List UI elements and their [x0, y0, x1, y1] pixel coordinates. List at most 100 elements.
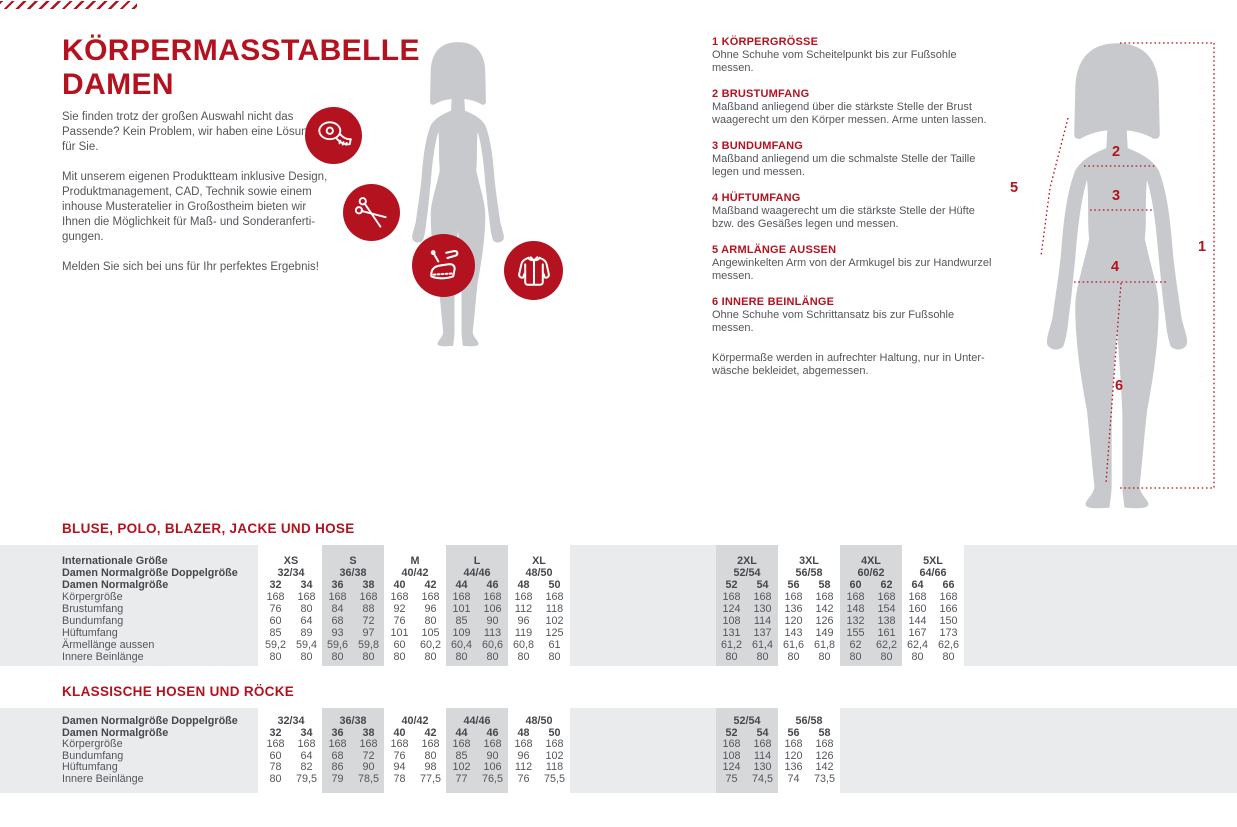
column-shade-L	[446, 545, 508, 666]
table-cell: 124	[722, 761, 741, 773]
table-cell: 118	[545, 761, 564, 773]
table-cell: 60	[393, 638, 406, 651]
table-cell: 96	[517, 749, 530, 762]
table-cell: 142	[815, 761, 834, 773]
measure-instruction: 6 INNERE BEINLÄNGE Ohne Schuhe vom Schrit…	[712, 296, 997, 335]
table-cell: 80	[548, 650, 561, 663]
table-cell: 93	[331, 626, 344, 639]
table-cell: 36	[331, 726, 344, 739]
table-cell: 97	[362, 626, 375, 639]
table-cell: 52/54	[733, 566, 761, 579]
table-cell: 75	[725, 772, 738, 785]
table-cell: 61,2	[720, 638, 742, 651]
table-cell: 168	[328, 738, 347, 750]
table-cell: 34	[300, 578, 313, 591]
column-shade-S	[322, 545, 384, 666]
intro-paragraph: Sie finden trotz der großen Auswahl nich…	[62, 111, 314, 153]
column-shade-2XL	[716, 545, 778, 666]
table-cell: 74,5	[751, 772, 773, 785]
table-cell: 106	[483, 602, 502, 615]
table-row-label: Innere Beinlänge	[62, 772, 144, 785]
table-cell: 168	[815, 590, 834, 603]
table-cell: 168	[452, 738, 471, 750]
table-cell: 92	[393, 602, 406, 615]
table-row: Damen Normalgröße 32 34 36 38 40 42 44 46 48 50 52 5…	[0, 726, 1237, 740]
table2-title: KLASSISCHE HOSEN UND RÖCKE	[62, 684, 295, 699]
hazard-stripes-decoration	[0, 1, 137, 9]
table-row-label: Damen Normalgröße	[62, 726, 169, 739]
table-cell: 75,5	[543, 772, 565, 785]
instruction-text: Ohne Schuhe vom Scheitelpunkt bis zur Fu…	[712, 49, 957, 74]
table-cell: 168	[753, 738, 772, 750]
table-row: Innere Beinlänge 80 79,5 79 78,5 78 77,5 77 76,5…	[0, 772, 1237, 786]
table-cell: 40	[393, 578, 406, 591]
intro-text: Sie finden trotz der großen Auswahl nich…	[62, 110, 330, 290]
jacket-icon	[517, 255, 550, 286]
table-cell: 58	[818, 726, 831, 739]
female-silhouette	[412, 42, 504, 347]
table-cell: 68	[331, 749, 344, 762]
instructions-note: Körpermaße werden in aufrechter Haltung,…	[712, 352, 985, 377]
measure-label-4: 4	[1111, 259, 1120, 275]
table-cell: 90	[486, 614, 499, 627]
measuring-tape-badge	[305, 107, 362, 164]
table-cell: 125	[545, 626, 564, 639]
table-cell: 64	[300, 614, 313, 627]
table-cell: 168	[545, 738, 564, 750]
instruction-heading: 6 INNERE BEINLÄNGE	[712, 296, 835, 308]
table-cell: 80	[424, 614, 437, 627]
table-cell: 136	[784, 761, 803, 773]
table-cell: 85	[269, 626, 282, 639]
table-cell: 154	[877, 602, 896, 615]
table-cell: 48/50	[525, 715, 553, 727]
table-cell: 59,6	[326, 638, 348, 651]
table-cell: 52/54	[733, 715, 761, 727]
instruction-text: Maßband waagerecht um die stärkste Stell…	[712, 205, 975, 230]
table-cell: 60	[269, 614, 282, 627]
column-shade-44-46	[446, 708, 508, 793]
table-cell: 64/66	[919, 566, 947, 579]
table-cell: 80	[880, 650, 893, 663]
instruction-heading: 5 ARMLÄNGE AUSSEN	[712, 244, 837, 256]
table-cell: 62,2	[875, 638, 897, 651]
table-cell: 80	[849, 650, 862, 663]
table-row: Damen Normalgröße Doppelgröße 32/34 36/38 4…	[0, 715, 1237, 728]
instruction-heading: 4 HÜFTUMFANG	[712, 192, 801, 204]
measure-instruction: 4 HÜFTUMFANG Maßband waagerecht um die st…	[712, 192, 997, 231]
table-cell: 96	[424, 602, 437, 615]
instruction-text: Maßband anliegend über die stärkste Stel…	[712, 101, 987, 126]
table-cell: 59,2	[264, 638, 286, 651]
table-cell: S	[349, 554, 357, 567]
table-cell: 38	[362, 578, 375, 591]
column-shade-36-38	[322, 708, 384, 793]
measure-label-1: 1	[1198, 239, 1207, 255]
table-cell: 50	[548, 578, 561, 591]
table-cell: 52	[725, 726, 738, 739]
table-row-label: Damen Normalgröße Doppelgröße	[62, 715, 238, 727]
table-cell: 56/58	[795, 566, 823, 579]
table-cell: 80	[300, 602, 313, 615]
table-cell: 56/58	[795, 715, 823, 727]
table-cell: 168	[753, 590, 772, 603]
table-cell: 62,6	[937, 638, 959, 651]
table-row-label: Brustumfang	[62, 602, 124, 615]
table-cell: 62,4	[906, 638, 928, 651]
table-cell: 32/34	[277, 715, 305, 727]
table-cell: 78,5	[357, 772, 379, 785]
table-cell: 72	[362, 749, 375, 762]
table-cell: 68	[331, 614, 344, 627]
instruction-text: Ohne Schuhe vom Schrittansatz bis zur Fu…	[712, 309, 955, 334]
table-cell: 60,6	[481, 638, 503, 651]
table-cell: 59,4	[295, 638, 317, 651]
table-band	[0, 545, 258, 666]
table-cell: 168	[390, 590, 409, 603]
table-cell: 102	[452, 761, 471, 773]
table-cell: 48	[517, 726, 530, 739]
table-row: Bundumfang 60 64 68 72 76 80 85 90 96 102 108 114 120…	[0, 615, 1237, 627]
table-cell: 56	[787, 726, 800, 739]
table-cell: 84	[331, 602, 344, 615]
instruction-heading: 1 KÖRPERGRÖSSE	[712, 36, 819, 48]
table-cell: 80	[486, 650, 499, 663]
table-cell: 80	[424, 650, 437, 663]
table-row-label: Hüftumfang	[62, 761, 118, 773]
